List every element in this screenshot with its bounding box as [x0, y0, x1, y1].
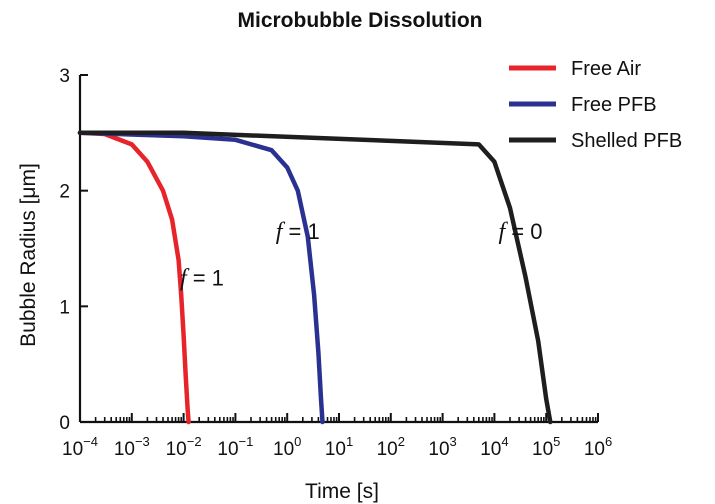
legend: Free Air Free PFB Shelled PFB — [509, 58, 682, 152]
x-tick-label: 104 — [480, 434, 508, 460]
annotation-0: f = 1 — [180, 265, 224, 291]
chart-title: Microbubble Dissolution — [238, 9, 483, 32]
legend-label-1: Free PFB — [571, 94, 657, 116]
series-line-1 — [77, 130, 325, 425]
series-line-0 — [77, 130, 191, 425]
series-line-2 — [77, 130, 553, 425]
annotation-2: f = 0 — [499, 219, 543, 245]
x-tick-label: 100 — [273, 434, 301, 460]
x-tick-label: 105 — [532, 434, 560, 460]
x-tick-label: 101 — [325, 434, 353, 460]
x-tick-label: 102 — [377, 434, 405, 460]
y-tick-label: 1 — [59, 297, 70, 318]
x-tick-label: 10−2 — [166, 434, 202, 460]
annotations: f = 1 f = 1 f = 0 — [180, 219, 543, 291]
x-tick-label: 103 — [428, 434, 456, 460]
series-layer — [77, 130, 553, 425]
legend-label-2: Shelled PFB — [571, 130, 682, 152]
axes: 0 1 2 3 10−4 10−3 10−2 10−1 100 101 102 103 104 105 10… — [59, 66, 612, 460]
y-tick-label: 0 — [59, 413, 70, 434]
x-tick-label: 106 — [584, 434, 612, 460]
annotation-1: f = 1 — [276, 219, 320, 245]
y-tick-label: 3 — [59, 66, 70, 87]
x-tick-label: 10−1 — [217, 434, 253, 460]
y-tick-label: 2 — [59, 182, 70, 203]
x-tick-label: 10−3 — [114, 434, 150, 460]
legend-label-0: Free Air — [571, 58, 641, 80]
x-axis-label: Time [s] — [305, 480, 379, 503]
y-axis-label: Bubble Radius [μm] — [17, 163, 40, 347]
x-tick-label: 10−4 — [62, 434, 98, 460]
